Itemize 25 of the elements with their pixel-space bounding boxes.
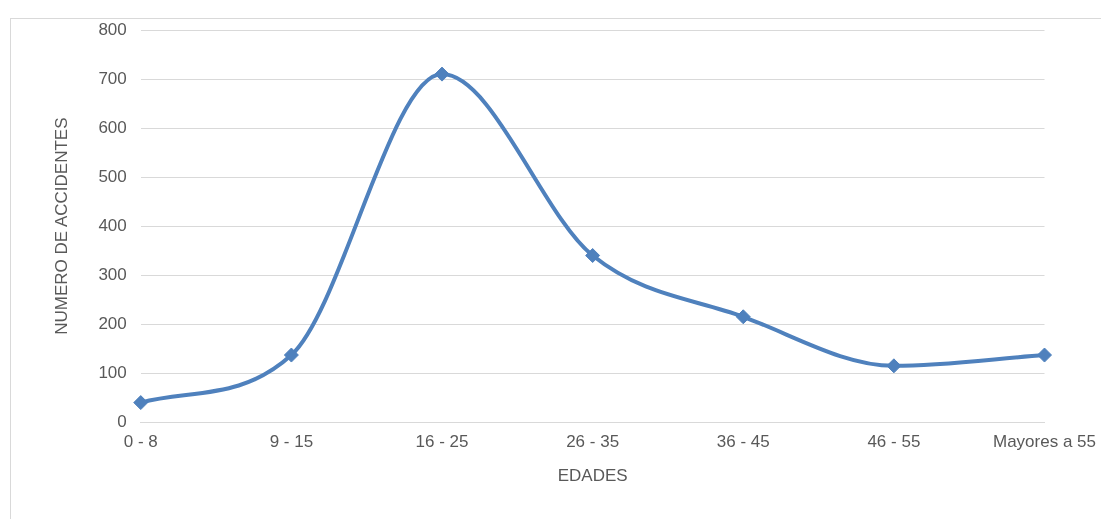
y-tick-label: 700 [98, 68, 127, 88]
x-tick-label: 46 - 55 [867, 432, 921, 452]
y-tick-label: 600 [98, 117, 127, 137]
x-tick-label: 9 - 15 [269, 432, 314, 452]
x-axis-title: EDADES [557, 466, 628, 486]
y-tick-label: 200 [98, 313, 127, 333]
x-tick-label: 0 - 8 [123, 432, 158, 452]
point [1037, 347, 1052, 363]
x-tick-label: 36 - 45 [716, 432, 770, 452]
x-tick-label: Mayores a 55 [993, 432, 1096, 452]
point [283, 347, 299, 363]
y-axis-title: NUMERO DE ACCIDENTES [51, 117, 71, 335]
point [133, 395, 149, 411]
y-tick-label: 800 [98, 19, 127, 39]
point [434, 66, 450, 82]
y-tick-label: 100 [98, 362, 127, 382]
y-tick-label: 500 [98, 166, 127, 186]
point [886, 358, 902, 374]
point [735, 309, 751, 325]
x-tick-label: 26 - 35 [566, 432, 620, 452]
x-tick-label: 16 - 25 [415, 432, 469, 452]
y-tick-label: 0 [117, 411, 127, 431]
y-tick-label: 400 [98, 215, 127, 235]
point [585, 248, 601, 264]
y-tick-label: 300 [98, 264, 127, 284]
